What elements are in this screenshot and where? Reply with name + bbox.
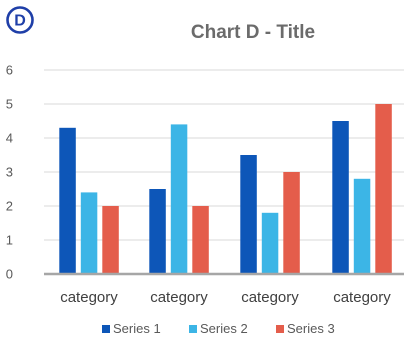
bar-series-1-category-3 [240, 155, 257, 274]
gridlines [44, 69, 404, 241]
bar-series-2-category-2 [170, 124, 188, 275]
bar-series-1-category-2 [149, 189, 166, 274]
chart-badge: D [6, 6, 34, 34]
y-tick-label: 4 [6, 131, 13, 146]
bar-series-3-category-2 [192, 206, 209, 274]
x-category-label: category [150, 289, 208, 306]
x-axis-category-labels: category category category category [60, 289, 391, 306]
bar-series-3-category-3 [283, 172, 300, 274]
y-tick-label: 1 [6, 233, 13, 248]
legend-swatch-series-1 [102, 325, 110, 333]
legend-swatch-series-2 [189, 325, 197, 333]
y-tick-label: 5 [6, 97, 13, 112]
bar-series-1-category-1 [59, 127, 76, 274]
legend-label-series-3: Series 3 [287, 321, 335, 336]
legend-label-series-1: Series 1 [113, 321, 161, 336]
bar-series-3-category-1 [102, 206, 119, 274]
y-tick-label: 6 [6, 63, 13, 78]
y-tick-label: 0 [6, 267, 13, 282]
bar-series-2-category-1 [80, 192, 98, 274]
bar-series-2-category-3 [261, 212, 279, 274]
bar-series-1-category-4 [332, 121, 349, 274]
bar-series-2-category-4 [353, 178, 371, 274]
y-axis-tick-labels: 0 1 2 3 4 5 6 [6, 63, 13, 282]
badge-circle [6, 6, 34, 34]
legend-swatch-series-3 [276, 325, 284, 333]
y-tick-label: 3 [6, 165, 13, 180]
x-category-label: category [241, 289, 299, 306]
chart-title: Chart D - Title [191, 22, 315, 43]
x-category-label: category [60, 289, 118, 306]
legend: Series 1 Series 2 Series 3 [102, 321, 335, 336]
y-tick-label: 2 [6, 199, 13, 214]
badge-letter: D [14, 13, 26, 30]
x-category-label: category [333, 289, 391, 306]
bar-series-3-category-4 [375, 104, 392, 274]
legend-label-series-2: Series 2 [200, 321, 248, 336]
bars [59, 104, 392, 275]
